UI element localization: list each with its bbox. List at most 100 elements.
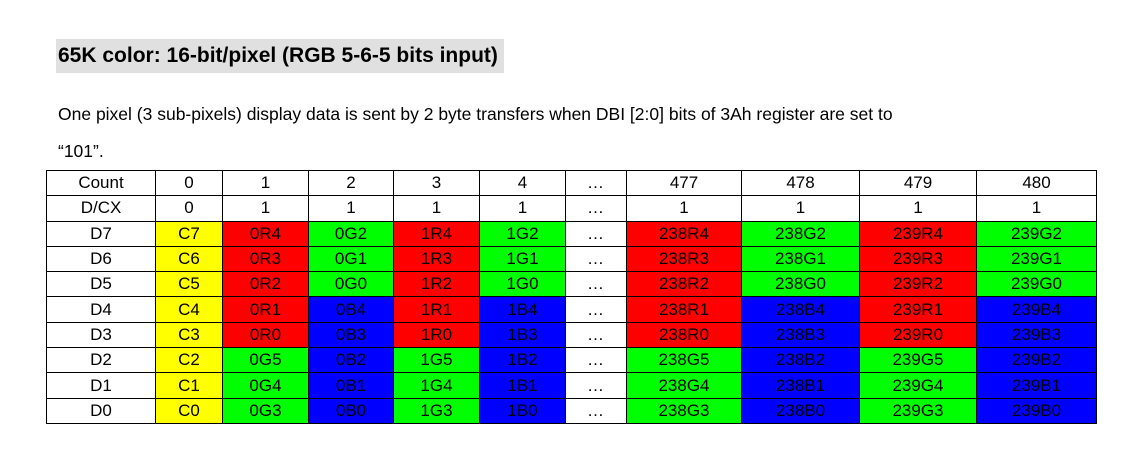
table-cell: C7 — [155, 220, 223, 247]
table-cell: … — [565, 271, 627, 298]
table-cell: 479 — [859, 169, 977, 197]
table-cell: C6 — [155, 245, 223, 273]
table-cell: 238R1 — [626, 296, 742, 323]
table-cell: 1 — [222, 169, 309, 197]
table-cell: 4 — [479, 169, 566, 197]
table-cell: 238G3 — [626, 397, 742, 424]
bit-mapping-table-body: Count 0 1 2 3 4… 477 478 479 480 D/CX 0 1 1 1 1… 1 1 1 1 D7 C… — [46, 169, 1097, 424]
table-cell: 1 — [393, 195, 480, 222]
table-cell: 239G4 — [859, 372, 977, 399]
table-row: D7 C7 0R4 0G2 1R4 1G2… 238R4 238G2 239R4 239G2 — [46, 220, 1097, 247]
table-cell: … — [565, 169, 627, 197]
table-cell: 0 — [155, 195, 223, 222]
table-cell: 239R1 — [859, 296, 977, 323]
table-cell: 0R1 — [222, 296, 309, 323]
table-cell: 0R0 — [222, 321, 309, 349]
table-cell: … — [565, 195, 627, 222]
table-cell: 1 — [626, 195, 742, 222]
table-cell: C4 — [155, 296, 223, 323]
table-cell: 239B2 — [976, 347, 1097, 374]
table-cell: C0 — [155, 397, 223, 424]
table-cell: 1B1 — [479, 372, 566, 399]
table-cell: 1G1 — [479, 245, 566, 273]
table-cell: 238R3 — [626, 245, 742, 273]
table-cell: 0G5 — [222, 347, 309, 374]
row-label: D0 — [46, 397, 156, 424]
table-cell: 0B0 — [308, 397, 394, 424]
table-row: D5 C5 0R2 0G0 1R2 1G0… 238R2 238G0 239R2 239G0 — [46, 271, 1097, 298]
description-line-2: “101”. — [58, 141, 104, 161]
table-row: D4 C4 0R1 0B4 1R1 1B4… 238R1 238B4 239R1 239B4 — [46, 296, 1097, 323]
table-cell: 1G2 — [479, 220, 566, 247]
table-cell: 1G0 — [479, 271, 566, 298]
table-cell: 239B1 — [976, 372, 1097, 399]
table-cell: 1B0 — [479, 397, 566, 424]
table-cell: 1 — [859, 195, 977, 222]
table-cell: … — [565, 245, 627, 273]
table-cell: 0B4 — [308, 296, 394, 323]
table-cell: 477 — [626, 169, 742, 197]
table-cell: 1 — [222, 195, 309, 222]
table-cell: 1R3 — [393, 245, 480, 273]
table-cell: 1R0 — [393, 321, 480, 349]
table-cell: 0B1 — [308, 372, 394, 399]
table-cell: 0B2 — [308, 347, 394, 374]
table-cell: 239R3 — [859, 245, 977, 273]
table-cell: … — [565, 220, 627, 247]
row-label: D4 — [46, 296, 156, 323]
table-cell: 238G2 — [741, 220, 860, 247]
row-label: D3 — [46, 321, 156, 349]
table-row: Count 0 1 2 3 4… 477 478 479 480 — [46, 169, 1097, 197]
table-cell: 239B0 — [976, 397, 1097, 424]
table-cell: 238R2 — [626, 271, 742, 298]
row-label: D2 — [46, 347, 156, 374]
table-cell: 1G4 — [393, 372, 480, 399]
table-cell: 238B3 — [741, 321, 860, 349]
table-cell: 238R4 — [626, 220, 742, 247]
table-cell: 239R4 — [859, 220, 977, 247]
table-row: D6 C6 0R3 0G1 1R3 1G1… 238R3 238G1 239R3 239G1 — [46, 245, 1097, 273]
table-cell: 238B0 — [741, 397, 860, 424]
row-label: D5 — [46, 271, 156, 298]
table-row: D0 C0 0G3 0B0 1G3 1B0… 238G3 238B0 239G3 239B0 — [46, 397, 1097, 424]
table-cell: 0R4 — [222, 220, 309, 247]
table-cell: 238B4 — [741, 296, 860, 323]
table-cell: C3 — [155, 321, 223, 349]
table-cell: 238G0 — [741, 271, 860, 298]
table-cell: C2 — [155, 347, 223, 374]
table-cell: 238B2 — [741, 347, 860, 374]
table-cell: 1B4 — [479, 296, 566, 323]
table-cell: 0G3 — [222, 397, 309, 424]
row-label: D7 — [46, 220, 156, 247]
table-cell: 0G4 — [222, 372, 309, 399]
table-cell: 0B3 — [308, 321, 394, 349]
table-cell: 239R2 — [859, 271, 977, 298]
row-label: D/CX — [46, 195, 156, 222]
table-cell: 238G1 — [741, 245, 860, 273]
table-cell: 0 — [155, 169, 223, 197]
table-cell: 478 — [741, 169, 860, 197]
table-cell: 1 — [479, 195, 566, 222]
table-cell: 3 — [393, 169, 480, 197]
table-cell: 239G5 — [859, 347, 977, 374]
table-cell: 238R0 — [626, 321, 742, 349]
table-cell: 1R1 — [393, 296, 480, 323]
table-cell: 1R4 — [393, 220, 480, 247]
row-label: Count — [46, 169, 156, 197]
table-cell: 0R2 — [222, 271, 309, 298]
table-cell: 239G0 — [976, 271, 1097, 298]
table-row: D/CX 0 1 1 1 1… 1 1 1 1 — [46, 195, 1097, 222]
table-cell: 0G1 — [308, 245, 394, 273]
table-row: D1 C1 0G4 0B1 1G4 1B1… 238G4 238B1 239G4 239B1 — [46, 372, 1097, 399]
table-cell: … — [565, 321, 627, 349]
table-cell: C5 — [155, 271, 223, 298]
table-cell: 1R2 — [393, 271, 480, 298]
table-cell: 0G0 — [308, 271, 394, 298]
table-cell: 1 — [741, 195, 860, 222]
table-cell: 238B1 — [741, 372, 860, 399]
table-cell: 239G1 — [976, 245, 1097, 273]
table-row: D3 C3 0R0 0B3 1R0 1B3… 238R0 238B3 239R0 239B3 — [46, 321, 1097, 349]
table-cell: 239G2 — [976, 220, 1097, 247]
table-cell: 480 — [976, 169, 1097, 197]
table-cell: C1 — [155, 372, 223, 399]
